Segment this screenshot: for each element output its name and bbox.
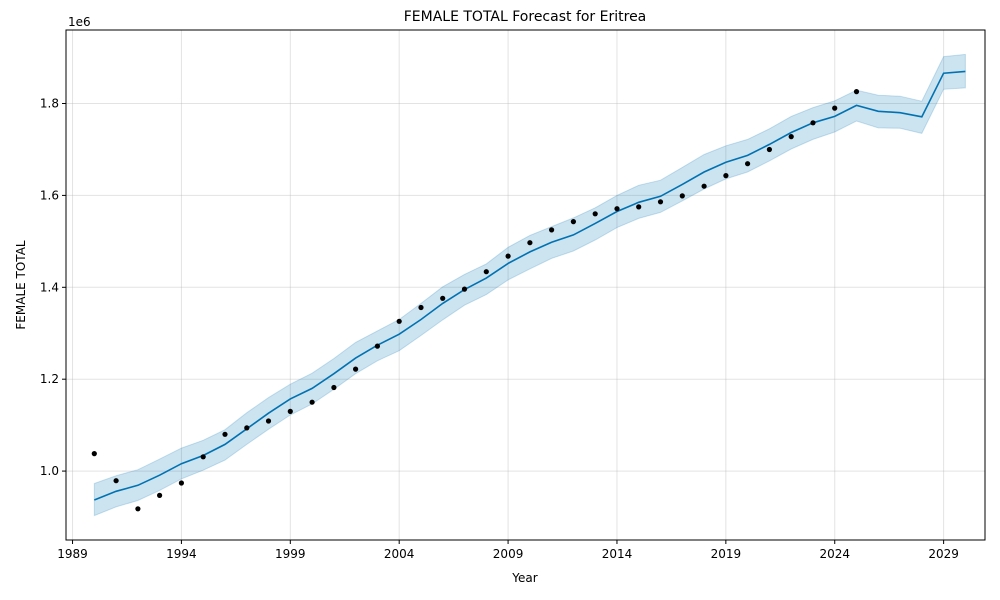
y-offset-label: 1e6 <box>68 15 91 29</box>
y-tick-label: 1.0 <box>40 464 59 478</box>
observed-point <box>222 431 228 437</box>
observed-point <box>418 304 424 311</box>
observed-point <box>657 199 664 205</box>
observed-point <box>614 206 620 212</box>
observed-point <box>157 492 163 498</box>
observed-point <box>788 134 794 140</box>
observed-point <box>745 161 751 167</box>
observed-points-layer <box>91 89 860 512</box>
x-tick-label: 2019 <box>711 547 742 561</box>
observed-point <box>570 219 577 225</box>
observed-point <box>723 173 729 179</box>
observed-point <box>832 105 838 111</box>
chart-title: FEMALE TOTAL Forecast for Eritrea <box>404 9 647 25</box>
observed-point <box>461 286 468 292</box>
x-tick-label: 1989 <box>57 547 88 561</box>
y-tick-label: 1.4 <box>40 280 59 294</box>
observed-point <box>200 454 206 460</box>
plot-frame <box>65 29 986 541</box>
x-tick-label: 2009 <box>493 547 524 561</box>
observed-point <box>135 506 141 512</box>
observed-point <box>701 183 707 189</box>
y-axis-label: FEMALE TOTAL <box>14 240 28 330</box>
x-tick-label: 2024 <box>819 547 850 561</box>
x-tick-label: 1994 <box>166 547 197 561</box>
observed-point <box>527 240 533 246</box>
observed-point <box>549 227 555 233</box>
observed-point <box>91 451 97 457</box>
forecast-line-layer <box>94 70 966 501</box>
grid-lines <box>66 30 985 540</box>
x-tick-label: 2014 <box>602 547 633 561</box>
observed-point <box>483 269 489 275</box>
y-tick-label: 1.2 <box>40 372 59 386</box>
y-tick-label: 1.8 <box>40 97 59 111</box>
observed-point <box>396 318 402 324</box>
x-tick-label: 2029 <box>928 547 959 561</box>
observed-point <box>853 89 860 95</box>
observed-point <box>331 384 337 391</box>
observed-point <box>244 425 250 431</box>
observed-point <box>374 343 380 349</box>
x-tick-label: 1999 <box>275 547 306 561</box>
observed-point <box>592 211 598 217</box>
observed-point <box>265 418 272 424</box>
y-tick-label: 1.6 <box>40 188 59 202</box>
observed-point <box>766 146 773 153</box>
x-axis-label: Year <box>511 571 537 585</box>
observed-point <box>309 399 315 405</box>
x-axis-ticks: 1989 1994 1999 2004 2009 2014 2019 2024 2029 <box>57 540 959 561</box>
observed-point <box>287 408 293 414</box>
observed-point <box>113 478 119 484</box>
x-tick-label: 2004 <box>384 547 415 561</box>
observed-point <box>178 480 184 486</box>
forecast-line <box>94 70 966 501</box>
observed-point <box>353 366 359 372</box>
observed-point <box>440 295 446 301</box>
observed-point <box>810 120 816 126</box>
observed-point <box>636 204 642 210</box>
observed-point <box>679 193 685 199</box>
y-axis-ticks: 1.0 1.2 1.4 1.6 1.8 <box>40 97 66 478</box>
observed-point <box>505 253 511 259</box>
